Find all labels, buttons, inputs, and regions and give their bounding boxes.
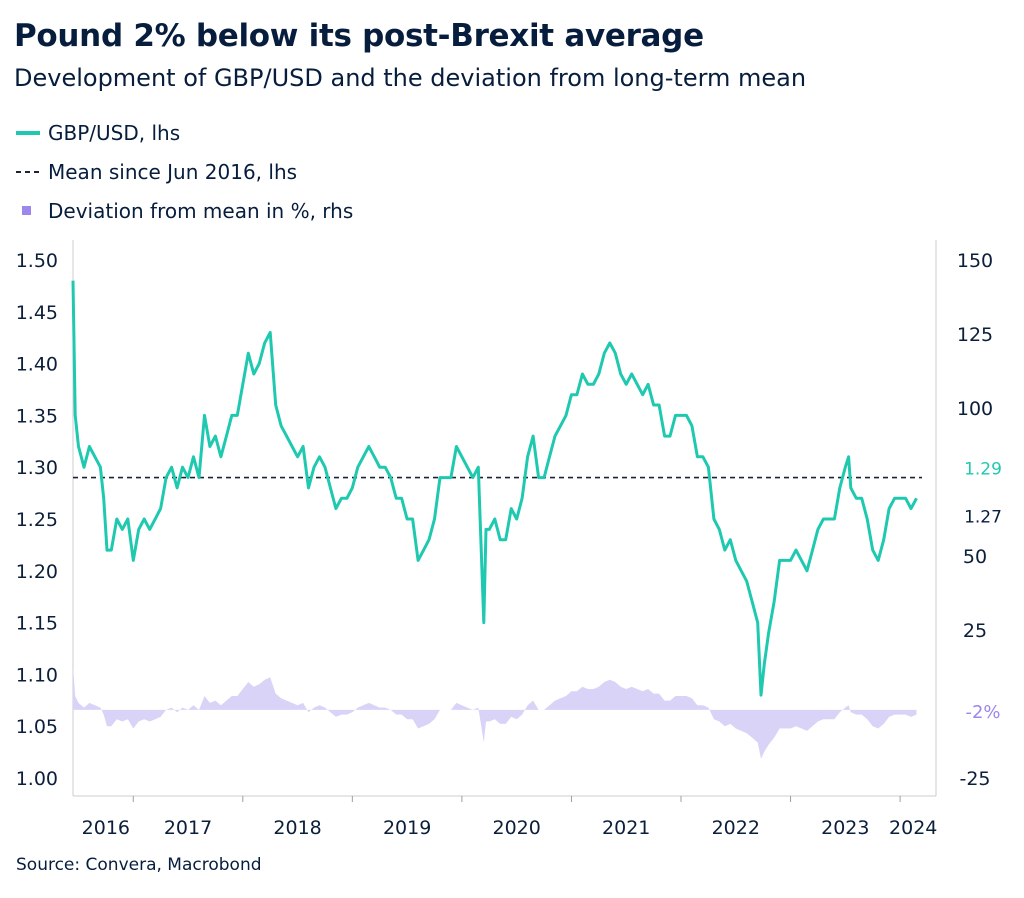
legend-square-swatch bbox=[22, 206, 31, 215]
y-left-tick-label: 1.25 bbox=[16, 509, 58, 531]
y-left-tick-label: 1.05 bbox=[16, 716, 58, 738]
x-tick-label: 2022 bbox=[712, 817, 760, 839]
legend-label-gbpusd: GBP/USD, lhs bbox=[48, 121, 181, 145]
x-tick-label: 2019 bbox=[383, 817, 431, 839]
y-right-tick-label: 150 bbox=[957, 250, 993, 272]
chart-title: Pound 2% below its post-Brexit average bbox=[14, 18, 704, 54]
y-left-tick-label: 1.40 bbox=[16, 354, 58, 376]
y-left-tick-label: 1.30 bbox=[16, 457, 58, 479]
x-tick-label: 2017 bbox=[164, 817, 212, 839]
chart-subtitle: Development of GBP/USD and the deviation… bbox=[14, 64, 807, 92]
x-tick-label: 2018 bbox=[273, 817, 321, 839]
legend-line-swatch bbox=[16, 131, 40, 135]
gbpusd-line bbox=[71, 280, 918, 697]
x-tick-label: 2021 bbox=[602, 817, 650, 839]
last-value-annotation: 1.27 bbox=[964, 507, 1002, 527]
y-right-tick-label: 25 bbox=[963, 620, 987, 642]
y-left-tick-label: 1.35 bbox=[16, 405, 58, 427]
deviation-area bbox=[73, 665, 917, 759]
y-left-tick-label: 1.10 bbox=[16, 664, 58, 686]
legend-label-deviation: Deviation from mean in %, rhs bbox=[48, 199, 354, 223]
x-tick-label: 2024 bbox=[889, 817, 937, 839]
y-left-tick-label: 1.15 bbox=[16, 613, 58, 635]
x-tick-label: 2016 bbox=[82, 817, 130, 839]
y-right-tick-label: 50 bbox=[963, 546, 987, 568]
y-left-tick-label: 1.45 bbox=[16, 302, 58, 324]
x-tick-label: 2020 bbox=[492, 817, 540, 839]
deviation-annotation: -2% bbox=[965, 702, 1000, 723]
y-left-tick-label: 1.50 bbox=[16, 250, 58, 272]
x-tick-label: 2023 bbox=[821, 817, 869, 839]
y-right-tick-label: 125 bbox=[957, 324, 993, 346]
legend-label-mean: Mean since Jun 2016, lhs bbox=[48, 160, 298, 184]
y-right-tick-label: 100 bbox=[957, 398, 993, 420]
y-left-tick-label: 1.20 bbox=[16, 561, 58, 583]
source-note: Source: Convera, Macrobond bbox=[16, 855, 262, 875]
mean-value-annotation: 1.29 bbox=[964, 460, 1002, 480]
y-left-tick-label: 1.00 bbox=[16, 768, 58, 790]
legend-dash-swatch bbox=[16, 171, 42, 173]
y-right-tick-label: -25 bbox=[959, 768, 990, 790]
